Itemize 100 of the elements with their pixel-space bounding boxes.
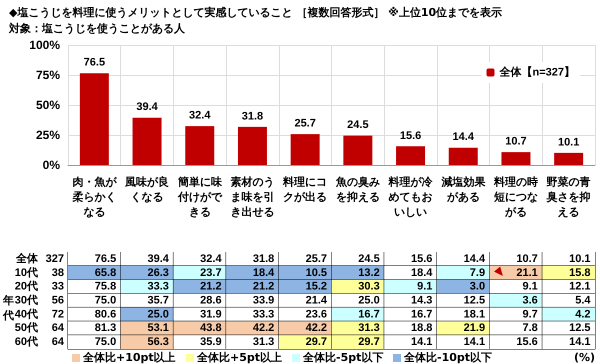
x-tick-label: 料理が冷めてもおいしい xyxy=(388,176,434,218)
data-label: 13.2 xyxy=(358,266,380,279)
data-label: 14.3 xyxy=(410,294,432,306)
data-label: 75.0 xyxy=(94,294,116,306)
bar xyxy=(290,134,320,165)
y-tick-label: 50代 xyxy=(14,322,38,334)
data-label: 80.6 xyxy=(94,308,116,320)
data-label: 31.3 xyxy=(358,322,380,334)
data-label: 24.5 xyxy=(347,119,369,132)
data-label: 4.2 xyxy=(575,308,590,320)
data-label: 16.7 xyxy=(358,308,380,320)
data-label: 42.2 xyxy=(252,322,274,334)
x-tick-label: 風味が良くなる xyxy=(124,176,170,204)
y-tick-label: 全体 xyxy=(15,252,39,265)
text: 全体比+10pt以上 xyxy=(83,351,176,364)
chart-title: ◆塩こうじを料理に使うメリットとして実感していること ［複数回答形式］ ※上位10位までを表示 xyxy=(9,6,502,19)
data-label: 23.7 xyxy=(200,266,222,279)
data-label: 12.1 xyxy=(569,280,590,293)
text: 全体比+5pt以上 xyxy=(197,351,282,364)
y-tick-label: 40代 xyxy=(14,308,38,320)
data-label: 15.6 xyxy=(410,252,432,265)
data-label: 15.2 xyxy=(306,280,327,293)
data-label: 32.4 xyxy=(200,252,222,265)
x-tick-label: 料理の時短につながる xyxy=(492,176,538,218)
data-label: 10.7 xyxy=(505,136,527,148)
data-label: 3.0 xyxy=(470,280,486,293)
text: 全体比-10pt以下 xyxy=(404,351,492,364)
data-label: 35.9 xyxy=(200,336,222,348)
bar xyxy=(80,73,109,165)
data-label: 10.7 xyxy=(516,252,538,265)
bar xyxy=(554,152,584,165)
bar xyxy=(238,126,267,165)
data-label: 14.4 xyxy=(452,131,475,144)
data-label: 15.6 xyxy=(400,130,422,142)
data-label: 42.2 xyxy=(306,322,327,334)
y-tick-label: 75% xyxy=(36,68,60,82)
data-label: 75.0 xyxy=(94,336,116,348)
x-tick-label: 減塩効果がある xyxy=(440,176,486,204)
x-tick-label: 肉・魚が柔らかくなる xyxy=(71,176,118,218)
data-label: 18.8 xyxy=(410,322,432,334)
data-label: 10.1 xyxy=(569,252,590,265)
bar xyxy=(448,148,478,165)
data-label: 14.4 xyxy=(464,252,486,265)
data-label: 21.2 xyxy=(252,280,274,293)
y-tick-label: 100% xyxy=(29,38,60,52)
text: 年代 xyxy=(3,293,14,324)
y-tick-label: 60代 xyxy=(14,336,38,348)
x-tick-label: 魚の臭みを抑える xyxy=(334,176,380,204)
data-label: 14.1 xyxy=(410,336,432,348)
y-tick-label: 20代 xyxy=(14,280,38,293)
data-label: 31.8 xyxy=(242,110,264,122)
y2-tick-label: 64 xyxy=(52,322,65,334)
data-label: 25.7 xyxy=(306,252,327,265)
y2-tick-label: 33 xyxy=(52,280,64,293)
data-label: 81.3 xyxy=(94,322,116,334)
data-label: 35.7 xyxy=(147,294,169,306)
text: 全体比-5pt以下 xyxy=(303,351,384,364)
data-label: 9.7 xyxy=(522,308,538,320)
data-label: 31.9 xyxy=(200,308,222,320)
data-label: 76.5 xyxy=(94,252,116,265)
data-label: 23.6 xyxy=(306,308,327,320)
y2-tick-label: 38 xyxy=(52,266,64,279)
data-label: 21.9 xyxy=(464,322,486,334)
data-label: 76.5 xyxy=(84,56,106,69)
data-label: 21.1 xyxy=(516,266,538,279)
data-label: 30.3 xyxy=(358,280,380,293)
data-label: 12.5 xyxy=(569,322,590,334)
data-label: 43.8 xyxy=(200,322,222,334)
data-label: 14.1 xyxy=(569,336,590,348)
data-label: 21.4 xyxy=(306,294,328,306)
y-tick-label: 0% xyxy=(42,158,60,172)
legend-label: 全体【n=327】 xyxy=(498,66,576,78)
data-label: 15.6 xyxy=(516,336,538,348)
data-label: 33.3 xyxy=(147,280,169,293)
x-tick-label: 簡単に味付けができる xyxy=(176,176,223,218)
data-label: 32.4 xyxy=(189,110,212,122)
data-label: 14.1 xyxy=(464,336,486,348)
y2-tick-label: 64 xyxy=(52,336,65,348)
data-label: 25.0 xyxy=(147,308,169,320)
data-label: 39.4 xyxy=(136,101,159,114)
bar xyxy=(132,118,162,165)
y2-tick-label: 72 xyxy=(52,308,64,320)
y-tick-label: 50% xyxy=(36,98,60,112)
bar xyxy=(396,146,426,165)
data-label: 75.8 xyxy=(94,280,116,293)
data-label: 21.2 xyxy=(200,280,222,293)
x-tick-label: 野菜の青臭さを抑える xyxy=(546,176,591,218)
y-tick-label: 30代 xyxy=(14,294,38,306)
data-label: 29.7 xyxy=(358,336,380,348)
x-tick-label: 素材のうま味を引き出せる xyxy=(230,176,274,218)
data-label: 31.8 xyxy=(252,252,274,265)
data-label: 25.7 xyxy=(294,118,316,130)
data-label: 3.6 xyxy=(522,294,538,306)
y-tick-label: 10代 xyxy=(14,266,38,279)
data-label: 18.1 xyxy=(464,308,486,320)
data-label: 16.7 xyxy=(410,308,432,320)
x-tick-label: 料理にコクが出る xyxy=(282,176,328,204)
text: (%) xyxy=(574,351,596,364)
data-label: 10.5 xyxy=(306,266,327,279)
bar xyxy=(501,152,530,165)
